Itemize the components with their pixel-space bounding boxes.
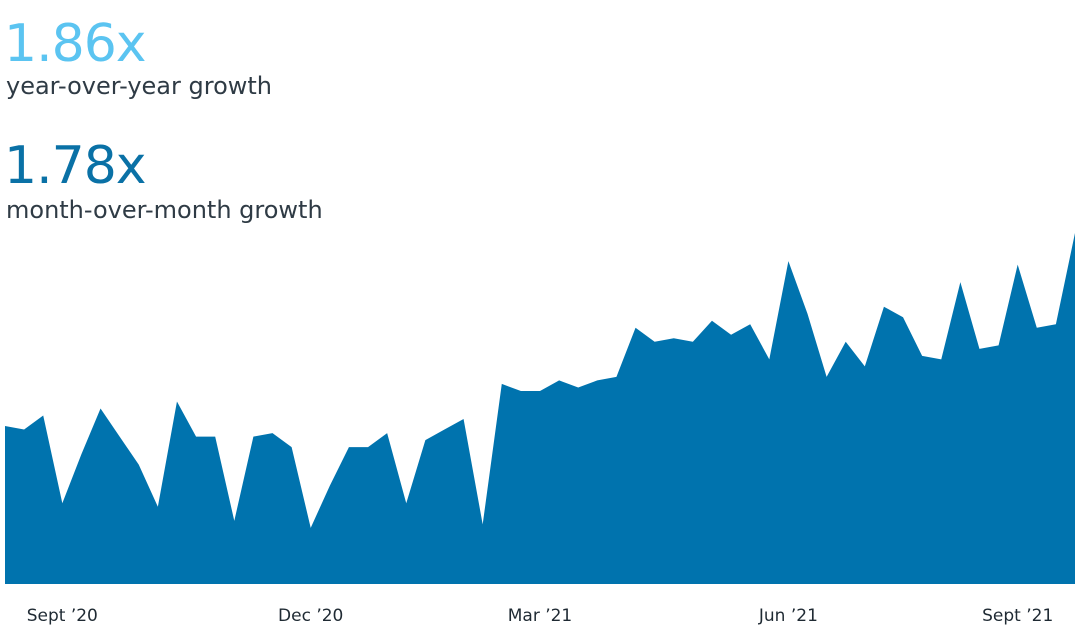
mom-growth-value: 1.78x (4, 136, 147, 196)
x-axis-ticks: Sept ’20 Dec ’20 Mar ’21 Jun ’21 Sept ’21 (27, 606, 1054, 626)
x-tick-label: Jun ’21 (758, 606, 818, 626)
x-tick-label: Sept ’21 (982, 606, 1053, 626)
x-tick-label: Dec ’20 (278, 606, 343, 626)
x-tick-label: Mar ’21 (508, 606, 573, 626)
area-series (5, 233, 1075, 584)
mom-growth-label: month-over-month growth (6, 196, 323, 224)
yoy-growth-label: year-over-year growth (6, 72, 273, 100)
x-tick-label: Sept ’20 (27, 606, 98, 626)
yoy-growth-value: 1.86x (4, 14, 147, 74)
